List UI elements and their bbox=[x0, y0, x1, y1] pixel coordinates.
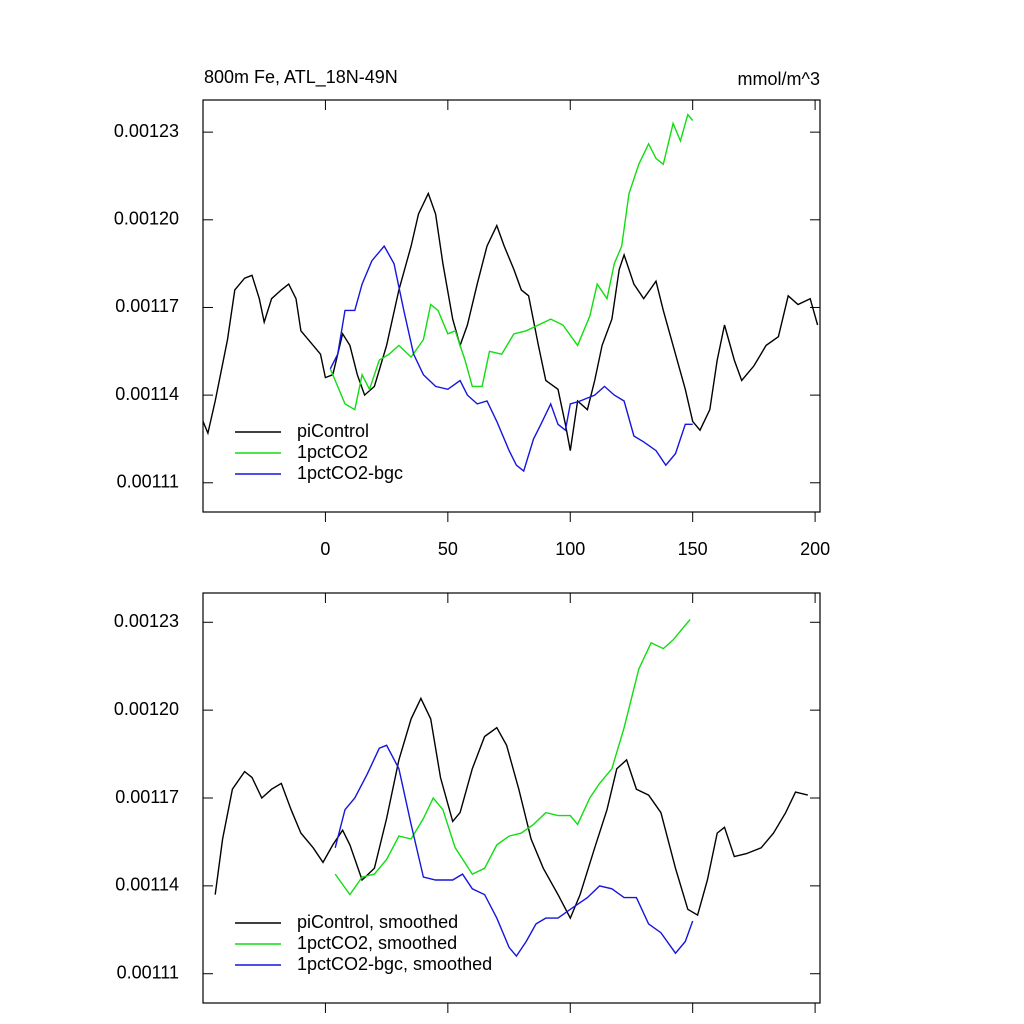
legend-label: 1pctCO2 bbox=[297, 442, 368, 462]
y-tick-label: 0.00120 bbox=[114, 699, 179, 719]
x-tick-label: 100 bbox=[555, 539, 585, 559]
y-tick-label: 0.00117 bbox=[115, 787, 179, 807]
y-tick-label: 0.00111 bbox=[117, 962, 179, 982]
series-line bbox=[214, 696, 808, 920]
series-line bbox=[202, 191, 819, 451]
series-line bbox=[334, 618, 691, 896]
series-line bbox=[329, 113, 694, 411]
legend-label: piControl, smoothed bbox=[297, 912, 458, 932]
legend-label: piControl bbox=[297, 421, 369, 441]
legend-label: 1pctCO2, smoothed bbox=[297, 933, 457, 953]
y-tick-label: 0.00114 bbox=[115, 384, 179, 404]
plot-frame bbox=[202, 592, 821, 1004]
x-tick-label: 0 bbox=[320, 539, 330, 559]
series-line bbox=[329, 244, 693, 473]
x-tick-label: 50 bbox=[438, 539, 458, 559]
plot-frame bbox=[202, 99, 821, 513]
y-tick-label: 0.00114 bbox=[115, 875, 179, 895]
y-tick-label: 0.00123 bbox=[114, 121, 179, 141]
y-tick-label: 0.00123 bbox=[114, 611, 179, 631]
x-tick-label: 150 bbox=[678, 539, 708, 559]
y-tick-label: 0.00111 bbox=[117, 472, 179, 492]
chart-title: 800m Fe, ATL_18N-49N bbox=[204, 67, 398, 88]
series-line bbox=[334, 744, 694, 958]
y-tick-label: 0.00117 bbox=[115, 296, 179, 316]
x-tick-label: 200 bbox=[800, 539, 830, 559]
units-label: mmol/m^3 bbox=[738, 69, 820, 89]
legend-label: 1pctCO2-bgc, smoothed bbox=[297, 954, 492, 974]
legend-label: 1pctCO2-bgc bbox=[297, 463, 403, 483]
y-tick-label: 0.00120 bbox=[114, 209, 179, 229]
